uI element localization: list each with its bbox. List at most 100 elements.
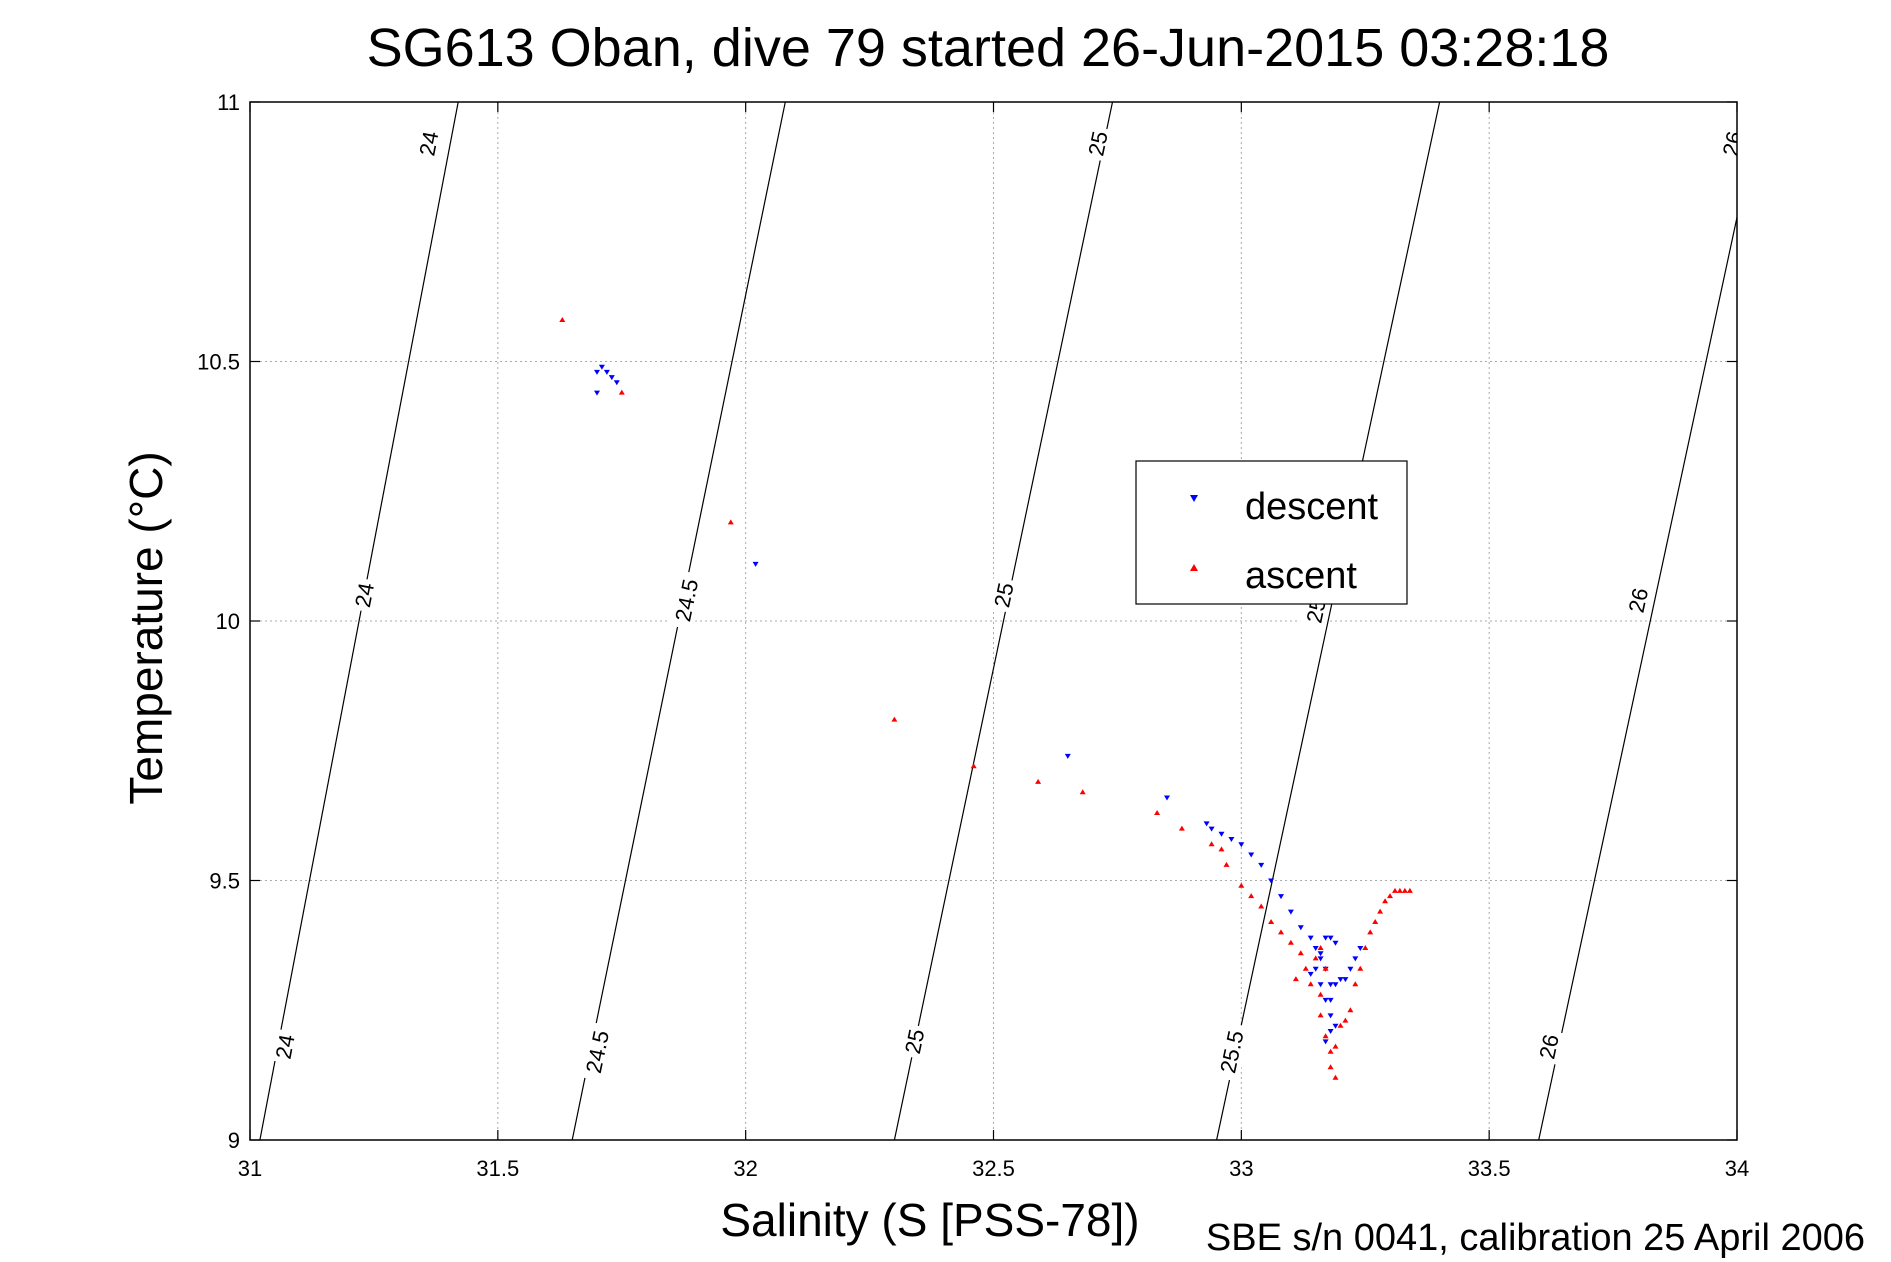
ascent-point bbox=[1218, 846, 1225, 852]
contour-label-bg bbox=[348, 576, 380, 614]
y-axis-label: Temperature (°C) bbox=[120, 451, 172, 804]
ascent-point bbox=[1079, 789, 1086, 795]
ascent-point bbox=[1317, 945, 1324, 950]
contour-label-text: 24 bbox=[350, 581, 379, 610]
contour-label: 25 bbox=[1081, 125, 1114, 162]
ascent-point bbox=[1278, 929, 1284, 935]
descent-point bbox=[603, 369, 610, 375]
ascent-point bbox=[1327, 1064, 1334, 1070]
descent-point bbox=[1228, 837, 1235, 842]
ascent-point bbox=[1322, 1033, 1329, 1039]
contour-label-bg bbox=[268, 1028, 301, 1065]
contour-label-text: 26 bbox=[1624, 586, 1654, 615]
descent-point bbox=[1327, 997, 1334, 1003]
descent-point bbox=[1287, 909, 1294, 915]
ascent-point bbox=[1258, 903, 1265, 909]
ascent-point bbox=[1392, 887, 1398, 893]
descent-point bbox=[1332, 1023, 1339, 1029]
descent-point bbox=[1342, 977, 1349, 983]
density-contour-25.5 bbox=[1216, 102, 1441, 1140]
ascent-point bbox=[1178, 825, 1185, 831]
legend-descent-marker bbox=[1190, 495, 1198, 502]
descent-point bbox=[1327, 982, 1334, 988]
ascent-point bbox=[1357, 965, 1364, 971]
x-tick-label: 32.5 bbox=[972, 1156, 1015, 1181]
legend-ascent-label: ascent bbox=[1245, 555, 1357, 597]
contour-label: 26 bbox=[1621, 581, 1654, 619]
descent-point bbox=[1268, 878, 1275, 884]
y-tick-label: 11 bbox=[217, 90, 240, 115]
ascent-point bbox=[1238, 882, 1245, 888]
ascent-point bbox=[1377, 908, 1384, 914]
contour-label: 24 bbox=[268, 1028, 301, 1065]
contour-label-bg bbox=[1081, 125, 1114, 162]
descent-point bbox=[1297, 925, 1304, 931]
ascent-point bbox=[1387, 893, 1393, 899]
ascent-point bbox=[1317, 1012, 1324, 1018]
contour-label-text: 25 bbox=[989, 581, 1019, 610]
contour-label-text: 26 bbox=[1534, 1032, 1564, 1061]
ascent-point bbox=[1396, 887, 1403, 893]
legend-descent-label: descent bbox=[1245, 486, 1379, 528]
density-contour-26 bbox=[1538, 214, 1737, 1140]
ascent-point bbox=[727, 519, 734, 525]
descent-point bbox=[1322, 997, 1329, 1003]
contour-label-text: 25 bbox=[1083, 129, 1113, 158]
descent-point bbox=[752, 561, 759, 567]
ascent-point bbox=[1248, 893, 1255, 899]
ascent-point bbox=[1382, 898, 1389, 904]
x-tick-label: 33 bbox=[1229, 1156, 1253, 1181]
calibration-note: SBE s/n 0041, calibration 25 April 2006 bbox=[1206, 1217, 1865, 1259]
descent-point bbox=[1307, 935, 1314, 941]
legend: descent ascent bbox=[1135, 460, 1408, 605]
x-tick-label: 32 bbox=[733, 1156, 757, 1181]
density-contour-24 bbox=[259, 102, 459, 1140]
x-tick-label: 34 bbox=[1725, 1156, 1749, 1181]
ascent-point bbox=[1312, 955, 1319, 961]
x-axis-label: Salinity (S [PSS-78]) bbox=[720, 1194, 1139, 1246]
y-axis: 9 9.5 10 10.5 11 bbox=[197, 90, 1737, 1153]
contour-label: 24.5 bbox=[667, 570, 705, 631]
descent-point bbox=[1322, 935, 1329, 941]
contour-label-bg bbox=[578, 1021, 616, 1082]
descent-point bbox=[1218, 831, 1225, 837]
contour-label-bg bbox=[1212, 1021, 1250, 1082]
descent-point bbox=[1327, 935, 1334, 941]
ascent-point bbox=[1035, 778, 1042, 784]
descent-point bbox=[1238, 842, 1245, 848]
descent-point bbox=[598, 364, 605, 370]
descent-point bbox=[1327, 1013, 1334, 1019]
y-tick-label: 10.5 bbox=[197, 350, 240, 375]
descent-point bbox=[1312, 966, 1319, 972]
descent-point bbox=[1208, 826, 1215, 832]
descent-point bbox=[1332, 982, 1339, 988]
x-tick-label: 31 bbox=[238, 1156, 262, 1181]
ascent-point bbox=[1307, 981, 1314, 987]
ascent-point bbox=[1347, 1007, 1354, 1013]
ascent-point bbox=[891, 716, 898, 722]
ascent-point bbox=[1401, 887, 1408, 893]
ascent-point bbox=[1287, 939, 1294, 945]
descent-point bbox=[1203, 821, 1210, 827]
descent-point bbox=[608, 375, 615, 381]
contour-label-bg bbox=[1715, 125, 1737, 162]
contour-label-bg bbox=[987, 576, 1020, 614]
contour-label: 24 bbox=[412, 125, 445, 162]
contour-label-text: 26 bbox=[1718, 129, 1748, 158]
descent-point bbox=[1317, 982, 1324, 988]
ascent-point bbox=[618, 389, 625, 395]
ascent-point bbox=[1292, 976, 1299, 982]
contour-label-bg bbox=[667, 570, 705, 631]
descent-point bbox=[1327, 1029, 1334, 1034]
contour-label: 26 bbox=[1715, 125, 1748, 162]
ascent-point bbox=[1332, 1043, 1339, 1049]
y-tick-label: 9 bbox=[228, 1128, 240, 1153]
ascent-point bbox=[1327, 1048, 1334, 1054]
descent-point bbox=[1248, 852, 1255, 858]
contour-label: 25 bbox=[987, 576, 1020, 614]
descent-point bbox=[1322, 1039, 1329, 1045]
descent-point bbox=[1312, 946, 1319, 951]
x-axis: 31 31.5 32 32.5 33 33.5 34 bbox=[238, 102, 1749, 1181]
ascent-point bbox=[1302, 965, 1309, 971]
descent-point bbox=[1337, 977, 1344, 983]
